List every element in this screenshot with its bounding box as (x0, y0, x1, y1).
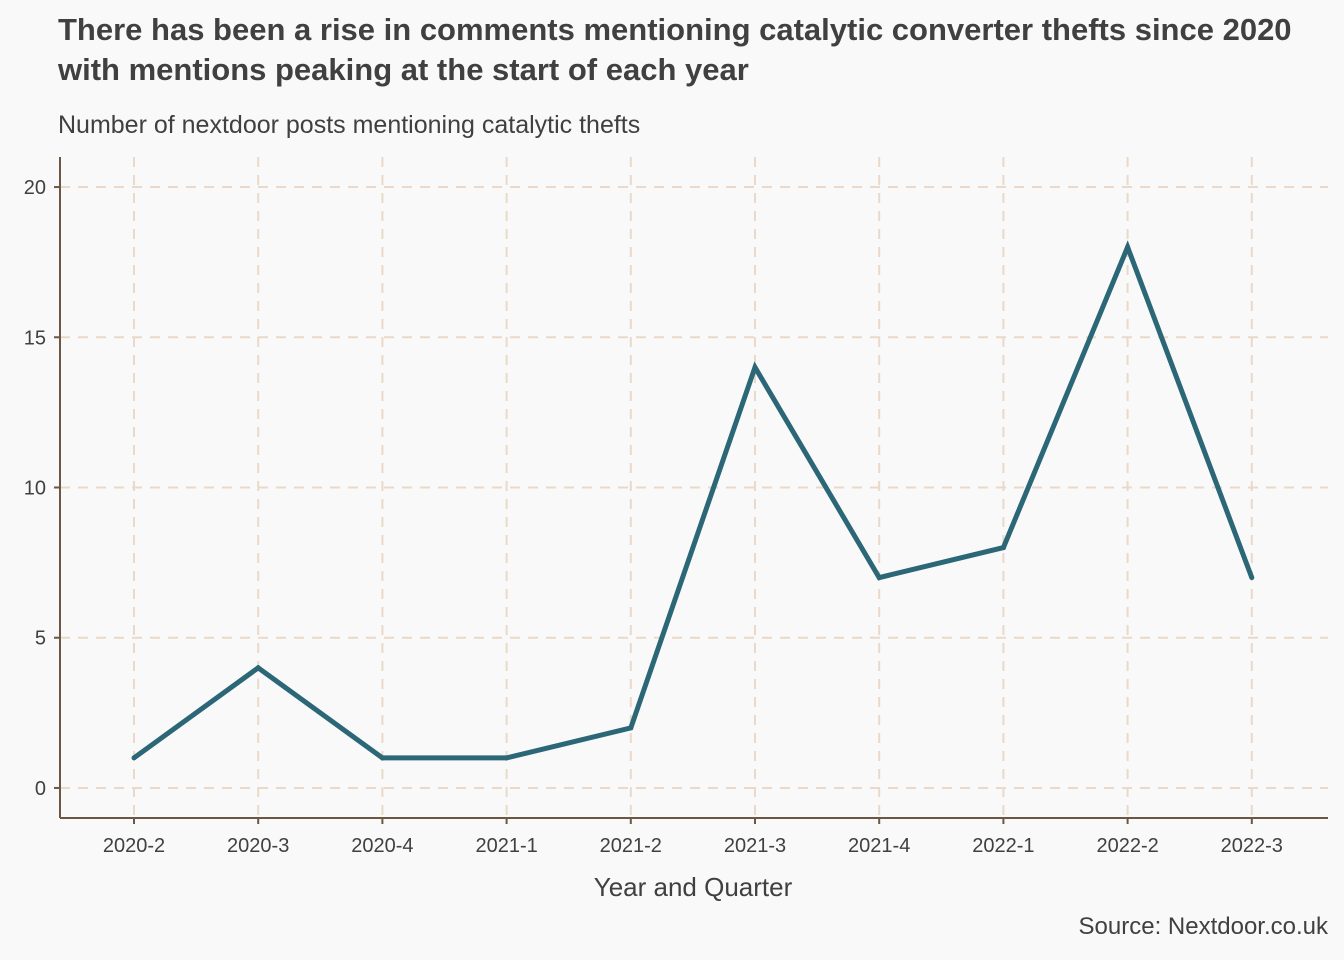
data-point (255, 665, 261, 671)
data-point (379, 755, 385, 761)
x-tick-label: 2021-3 (724, 835, 786, 857)
x-tick-label: 2021-4 (848, 835, 910, 857)
y-tick-label: 5 (35, 628, 46, 650)
data-point (1249, 575, 1255, 581)
grid-lines (60, 157, 1328, 818)
y-tick-label: 15 (24, 327, 46, 349)
data-point (752, 364, 758, 370)
chart-subtitle: Number of nextdoor posts mentioning cata… (58, 111, 641, 139)
y-tick-label: 20 (24, 177, 46, 199)
axes (54, 157, 1328, 824)
series-line (132, 240, 1255, 761)
x-tick-label: 2022-1 (972, 835, 1034, 857)
chart-title: There has been a rise in comments mentio… (58, 12, 1292, 87)
y-tick-label: 10 (24, 478, 46, 500)
x-tick-label: 2020-2 (103, 835, 165, 857)
x-tick-label: 2020-4 (351, 835, 413, 857)
series-layer (131, 240, 1255, 761)
x-tick-label: 2022-3 (1221, 835, 1283, 857)
x-tick-label: 2021-2 (600, 835, 662, 857)
x-axis-title: Year and Quarter (594, 872, 793, 902)
source-caption: Source: Nextdoor.co.uk (1078, 913, 1328, 940)
x-tick-label: 2021-1 (475, 835, 537, 857)
x-tick-label: 2020-3 (227, 835, 289, 857)
data-point (1125, 244, 1131, 250)
data-point (131, 755, 137, 761)
data-point (628, 725, 634, 731)
data-point (1000, 545, 1006, 551)
data-point (504, 755, 510, 761)
data-point (876, 575, 882, 581)
y-tick-label: 0 (35, 778, 46, 800)
tick-labels: 0 5 10 15 20 2020-2 2020-3 2020-4 2021-1 2021-2 20… (24, 177, 1283, 857)
x-tick-label: 2022-2 (1096, 835, 1158, 857)
